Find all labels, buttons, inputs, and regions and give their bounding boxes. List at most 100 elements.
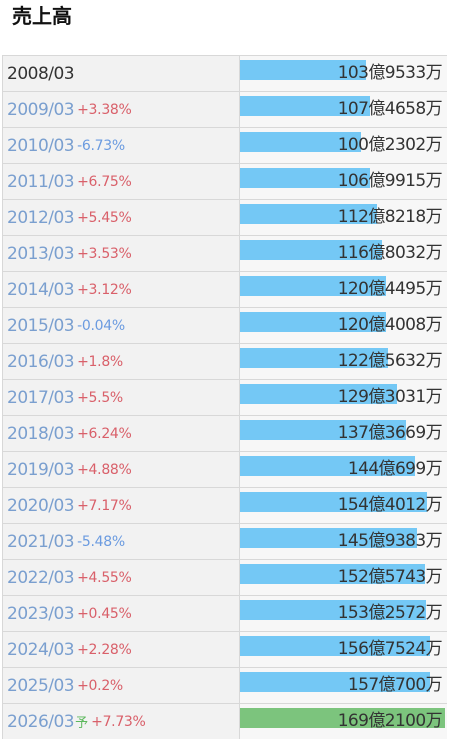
sales-bar <box>240 564 425 584</box>
fiscal-year-label: 2015/03 <box>7 315 75 336</box>
change-rate-label: +0.45% <box>77 605 132 622</box>
sales-bar <box>240 348 388 368</box>
change-rate-label: +4.88% <box>77 461 132 478</box>
fiscal-year-label: 2020/03 <box>7 495 75 516</box>
sales-bar <box>240 528 417 548</box>
fiscal-year-label: 2008/03 <box>7 63 75 84</box>
row-label-cell: 2011/03 +6.75% <box>2 164 240 199</box>
sales-value-label: 120億4495万 <box>337 279 443 299</box>
table-row: 2020/03 +7.17% 154億4012万 <box>2 488 447 524</box>
change-rate-label: +7.17% <box>77 497 132 514</box>
sales-bar <box>240 204 377 224</box>
table-row: 2018/03 +6.24% 137億3669万 <box>2 416 447 452</box>
sales-value-label: 100億2302万 <box>337 135 443 155</box>
fiscal-year-label: 2025/03 <box>7 675 75 696</box>
change-rate-label: -5.48% <box>77 533 125 550</box>
fiscal-year-label: 2022/03 <box>7 567 75 588</box>
bar-cell: 112億8218万 <box>240 200 447 235</box>
row-label-cell: 2019/03 +4.88% <box>2 452 240 487</box>
fiscal-year-label: 2013/03 <box>7 243 75 264</box>
bar-cell: 103億9533万 <box>240 56 447 91</box>
bar-cell: 107億4658万 <box>240 92 447 127</box>
row-label-cell: 2010/03 -6.73% <box>2 128 240 163</box>
row-label-cell: 2017/03 +5.5% <box>2 380 240 415</box>
fiscal-year-label: 2023/03 <box>7 603 75 624</box>
change-rate-label: +4.55% <box>77 569 132 586</box>
bar-cell: 116億8032万 <box>240 236 447 271</box>
sales-bar <box>240 384 397 404</box>
sales-bar <box>240 240 382 260</box>
row-label-cell: 2023/03 +0.45% <box>2 596 240 631</box>
bar-cell: 122億5632万 <box>240 344 447 379</box>
sales-value-label: 144億699万 <box>347 459 443 479</box>
row-label-cell: 2012/03 +5.45% <box>2 200 240 235</box>
sales-value-label: 152億5743万 <box>337 567 443 587</box>
sales-bar <box>240 312 386 332</box>
fiscal-year-label: 2011/03 <box>7 171 75 192</box>
sales-value-label: 112億8218万 <box>337 207 443 227</box>
sales-bar <box>240 132 361 152</box>
sales-value-label: 145億9383万 <box>337 531 443 551</box>
row-label-cell: 2015/03 -0.04% <box>2 308 240 343</box>
bar-cell: 152億5743万 <box>240 560 447 595</box>
sales-value-label: 154億4012万 <box>337 495 443 515</box>
sales-value-label: 169億2100万 <box>337 711 443 731</box>
fiscal-year-label: 2024/03 <box>7 639 75 660</box>
change-rate-label: +2.28% <box>77 641 132 658</box>
change-rate-label: +3.38% <box>77 101 132 118</box>
row-label-cell: 2025/03 +0.2% <box>2 668 240 703</box>
bar-cell: 137億3669万 <box>240 416 447 451</box>
table-row: 2013/03 +3.53% 116億8032万 <box>2 236 447 272</box>
row-label-cell: 2013/03 +3.53% <box>2 236 240 271</box>
table-row: 2017/03 +5.5% 129億3031万 <box>2 380 447 416</box>
sales-bar <box>240 168 370 188</box>
sales-value-label: 120億4008万 <box>337 315 443 335</box>
sales-value-label: 103億9533万 <box>337 63 443 83</box>
fiscal-year-label: 2016/03 <box>7 351 75 372</box>
change-rate-label: +6.75% <box>77 173 132 190</box>
sales-value-label: 157億700万 <box>347 675 443 695</box>
fiscal-year-label: 2019/03 <box>7 459 75 480</box>
sales-bar <box>240 456 415 476</box>
change-rate-label: +3.12% <box>77 281 132 298</box>
row-label-cell: 2018/03 +6.24% <box>2 416 240 451</box>
table-row: 2023/03 +0.45% 153億2572万 <box>2 596 447 632</box>
fiscal-year-label: 2014/03 <box>7 279 75 300</box>
sales-value-label: 129億3031万 <box>337 387 443 407</box>
row-label-cell: 2021/03 -5.48% <box>2 524 240 559</box>
table-row: 2008/03 103億9533万 <box>2 56 447 92</box>
sales-bar <box>240 600 426 620</box>
bar-cell: 120億4495万 <box>240 272 447 307</box>
table-row: 2014/03 +3.12% 120億4495万 <box>2 272 447 308</box>
sales-value-label: 106億9915万 <box>337 171 443 191</box>
bar-cell: 154億4012万 <box>240 488 447 523</box>
row-label-cell: 2016/03 +1.8% <box>2 344 240 379</box>
sales-value-label: 153億2572万 <box>337 603 443 623</box>
change-rate-label: -6.73% <box>77 137 125 154</box>
row-label-cell: 2022/03 +4.55% <box>2 560 240 595</box>
sales-bar <box>240 96 370 116</box>
forecast-marker: 予 <box>75 716 89 731</box>
table-row: 2025/03 +0.2% 157億700万 <box>2 668 447 704</box>
table-row: 2009/03 +3.38% 107億4658万 <box>2 92 447 128</box>
sales-bar-table: 2008/03 103億9533万 2009/03 +3.38% 107億4658万 20… <box>2 55 447 739</box>
bar-cell: 156億7524万 <box>240 632 447 667</box>
sales-value-label: 122億5632万 <box>337 351 443 371</box>
fiscal-year-label: 2021/03 <box>7 531 75 552</box>
chart-title: 売上高 <box>12 4 72 28</box>
change-rate-label: -0.04% <box>77 317 125 334</box>
sales-bar <box>240 60 366 80</box>
change-rate-label: +6.24% <box>77 425 132 442</box>
sales-value-label: 116億8032万 <box>337 243 443 263</box>
sales-bar <box>240 492 427 512</box>
row-label-cell: 2020/03 +7.17% <box>2 488 240 523</box>
fiscal-year-label: 2009/03 <box>7 99 75 120</box>
row-label-cell: 2008/03 <box>2 56 240 91</box>
table-row: 2026/03 予 +7.73% 169億2100万 <box>2 704 447 739</box>
table-row: 2015/03 -0.04% 120億4008万 <box>2 308 447 344</box>
fiscal-year-label: 2026/03 <box>7 711 75 732</box>
row-label-cell: 2026/03 予 +7.73% <box>2 704 240 739</box>
bar-cell: 106億9915万 <box>240 164 447 199</box>
change-rate-label: +5.5% <box>77 389 123 406</box>
table-row: 2024/03 +2.28% 156億7524万 <box>2 632 447 668</box>
